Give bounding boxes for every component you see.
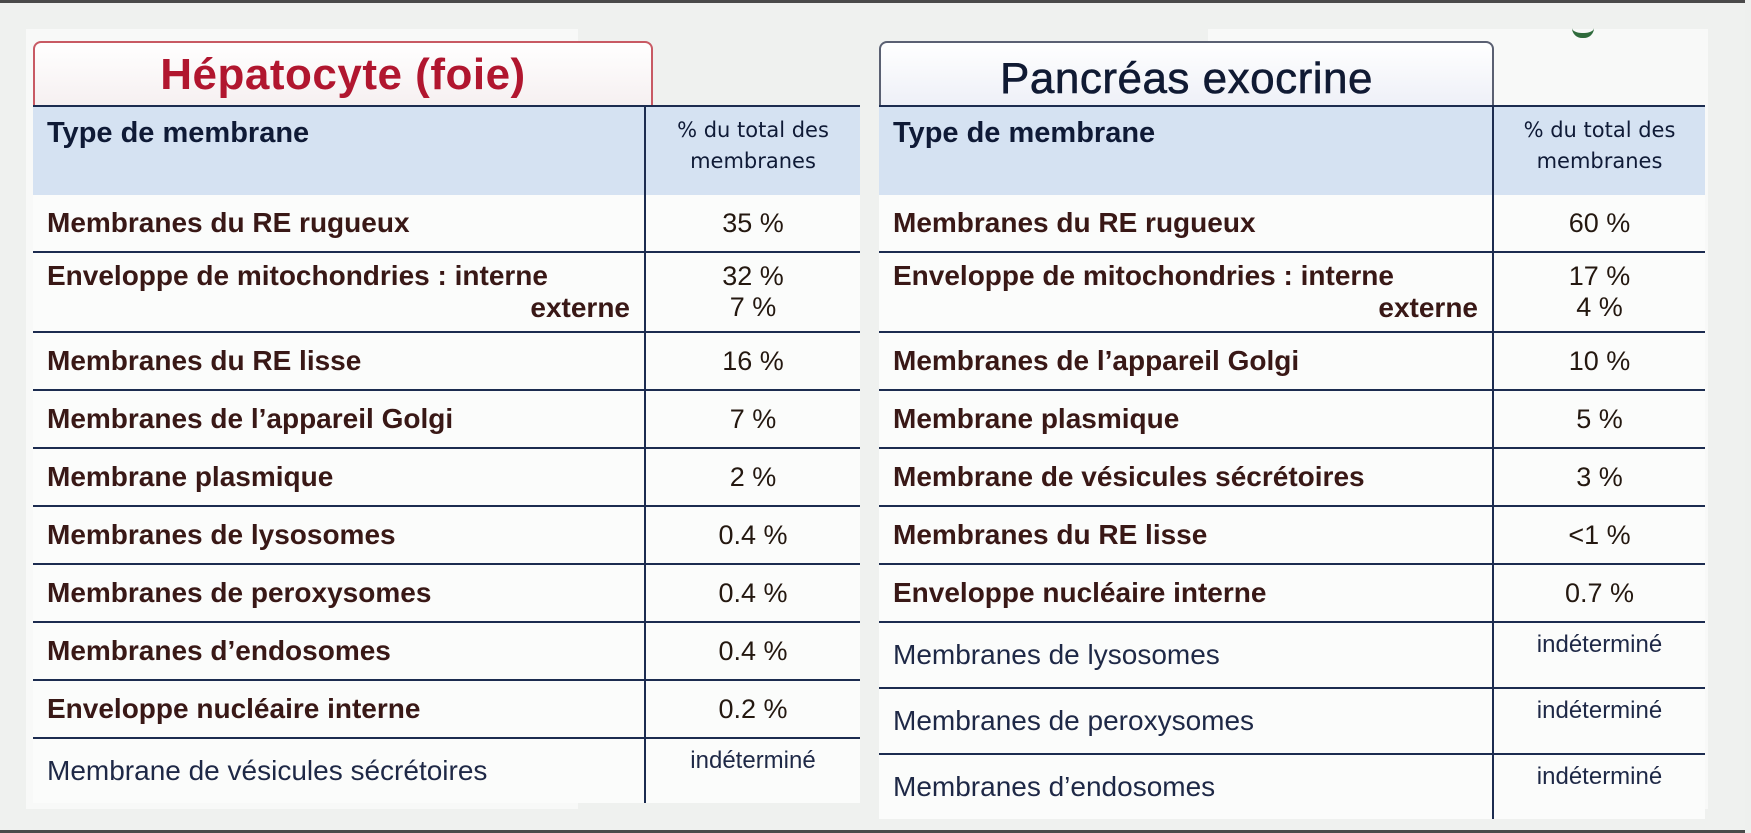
- row-label: Membranes de l’appareil Golgi: [33, 390, 645, 449]
- table-row: Enveloppe nucléaire interne 0.7 %: [879, 564, 1705, 623]
- header-percent-line1: % du total des: [677, 118, 829, 142]
- header-membrane-type: Type de membrane: [33, 105, 645, 195]
- row-label: Membranes de peroxysomes: [33, 564, 645, 623]
- pancreas-panel: Pancréas exocrine Type de membrane % du …: [879, 41, 1705, 819]
- row-value-line2: 7 %: [729, 292, 777, 322]
- table-row: Membrane plasmique 5 %: [879, 390, 1705, 449]
- row-label: Membranes du RE lisse: [33, 332, 645, 391]
- table-row: Membranes de peroxysomes indéterminé: [879, 688, 1705, 755]
- header-percent-total: % du total des membranes: [644, 105, 860, 195]
- row-value: indéterminé: [1492, 688, 1705, 755]
- table-row: Membranes du RE lisse 16 %: [33, 332, 860, 391]
- row-label: Membranes de lysosomes: [33, 506, 645, 565]
- row-label: Membranes de l’appareil Golgi: [879, 332, 1493, 391]
- row-label: Membrane de vésicules sécrétoires: [47, 755, 488, 786]
- row-label: Membranes d’endosomes: [33, 622, 645, 681]
- row-label-line2: externe: [530, 292, 630, 323]
- table-row: Enveloppe de mitochondries : interne ext…: [879, 252, 1705, 333]
- table-row: Membranes d’endosomes indéterminé: [879, 754, 1705, 819]
- row-value: 7 %: [644, 390, 860, 449]
- header-percent-line1: % du total des: [1523, 118, 1676, 142]
- row-value: 5 %: [1492, 390, 1705, 449]
- row-value: 17 % 4 %: [1492, 252, 1705, 333]
- row-value-line2: 4 %: [1576, 292, 1623, 322]
- row-label: Enveloppe nucléaire interne: [33, 680, 645, 739]
- table-row: Membranes de peroxysomes 0.4 %: [33, 564, 860, 623]
- pancreas-table: Type de membrane % du total des membrane…: [879, 105, 1705, 819]
- table-row: Membranes de l’appareil Golgi 10 %: [879, 332, 1705, 391]
- table-row: Enveloppe de mitochondries : interne ext…: [33, 252, 860, 333]
- row-value: indéterminé: [1492, 622, 1705, 689]
- hepatocyte-panel: Hépatocyte (foie) Type de membrane % du …: [33, 41, 860, 803]
- header-membrane-type: Type de membrane: [879, 105, 1493, 195]
- row-label: Enveloppe de mitochondries : interne ext…: [33, 252, 645, 333]
- table-row: Membranes du RE rugueux 35 %: [33, 195, 860, 253]
- row-label: Membrane plasmique: [879, 390, 1493, 449]
- row-value: 0.4 %: [644, 622, 860, 681]
- row-value: 2 %: [644, 448, 860, 507]
- row-label: Membranes de peroxysomes: [879, 688, 1493, 755]
- table-header-row: Type de membrane % du total des membrane…: [879, 105, 1705, 195]
- row-label: Membrane de vésicules sécrétoires: [879, 448, 1493, 507]
- row-label: Membranes du RE rugueux: [33, 195, 645, 253]
- row-value: indéterminé: [1492, 754, 1705, 819]
- row-label: Membrane plasmique: [33, 448, 645, 507]
- row-value-line1: 32 %: [722, 261, 784, 291]
- row-value: 0.4 %: [644, 506, 860, 565]
- header-percent-total: % du total des membranes: [1492, 105, 1705, 195]
- row-label-line2: externe: [1378, 292, 1478, 323]
- hepatocyte-title: Hépatocyte (foie): [33, 41, 653, 105]
- row-value: 3 %: [1492, 448, 1705, 507]
- row-value: 0.2 %: [644, 680, 860, 739]
- table-row: Membrane plasmique 2 %: [33, 448, 860, 507]
- row-label: Enveloppe nucléaire interne: [879, 564, 1493, 623]
- row-label: Membranes d’endosomes: [893, 771, 1216, 802]
- table-row: Membranes de lysosomes indéterminé: [879, 622, 1705, 689]
- table-row: Membranes de lysosomes 0.4 %: [33, 506, 860, 565]
- table-row: Enveloppe nucléaire interne 0.2 %: [33, 680, 860, 739]
- row-value: 10 %: [1492, 332, 1705, 391]
- header-percent-line2: membranes: [690, 149, 816, 173]
- row-value-line1: 17 %: [1568, 261, 1631, 291]
- row-value: 60 %: [1492, 195, 1705, 253]
- header-percent-line2: membranes: [1536, 149, 1663, 173]
- row-value: indéterminé: [644, 738, 860, 803]
- table-row: Membrane de vésicules sécrétoires 3 %: [879, 448, 1705, 507]
- row-value: 16 %: [644, 332, 860, 391]
- hepatocyte-table: Type de membrane % du total des membrane…: [33, 105, 860, 803]
- row-value: 0.7 %: [1492, 564, 1705, 623]
- table-header-row: Type de membrane % du total des membrane…: [33, 105, 860, 195]
- pancreas-title: Pancréas exocrine: [879, 41, 1494, 105]
- row-label-line1: Enveloppe de mitochondries : interne: [47, 260, 548, 291]
- table-row: Membranes du RE lisse <1 %: [879, 506, 1705, 565]
- row-label: Membranes de lysosomes: [879, 622, 1493, 689]
- row-label: Membranes du RE rugueux: [879, 195, 1493, 253]
- partial-glyph-mark: [1572, 19, 1594, 38]
- row-label: Membranes du RE lisse: [879, 506, 1493, 565]
- table-row: Membranes du RE rugueux 60 %: [879, 195, 1705, 253]
- row-value: 35 %: [644, 195, 860, 253]
- row-value: 0.4 %: [644, 564, 860, 623]
- row-label: Enveloppe de mitochondries : interne ext…: [879, 252, 1493, 333]
- row-value: <1 %: [1492, 506, 1705, 565]
- table-row: Membrane de vésicules sécrétoires indéte…: [33, 738, 860, 803]
- table-row: Membranes d’endosomes 0.4 %: [33, 622, 860, 681]
- row-label-line1: Enveloppe de mitochondries : interne: [893, 260, 1394, 291]
- row-value: 32 % 7 %: [644, 252, 860, 333]
- table-row: Membranes de l’appareil Golgi 7 %: [33, 390, 860, 449]
